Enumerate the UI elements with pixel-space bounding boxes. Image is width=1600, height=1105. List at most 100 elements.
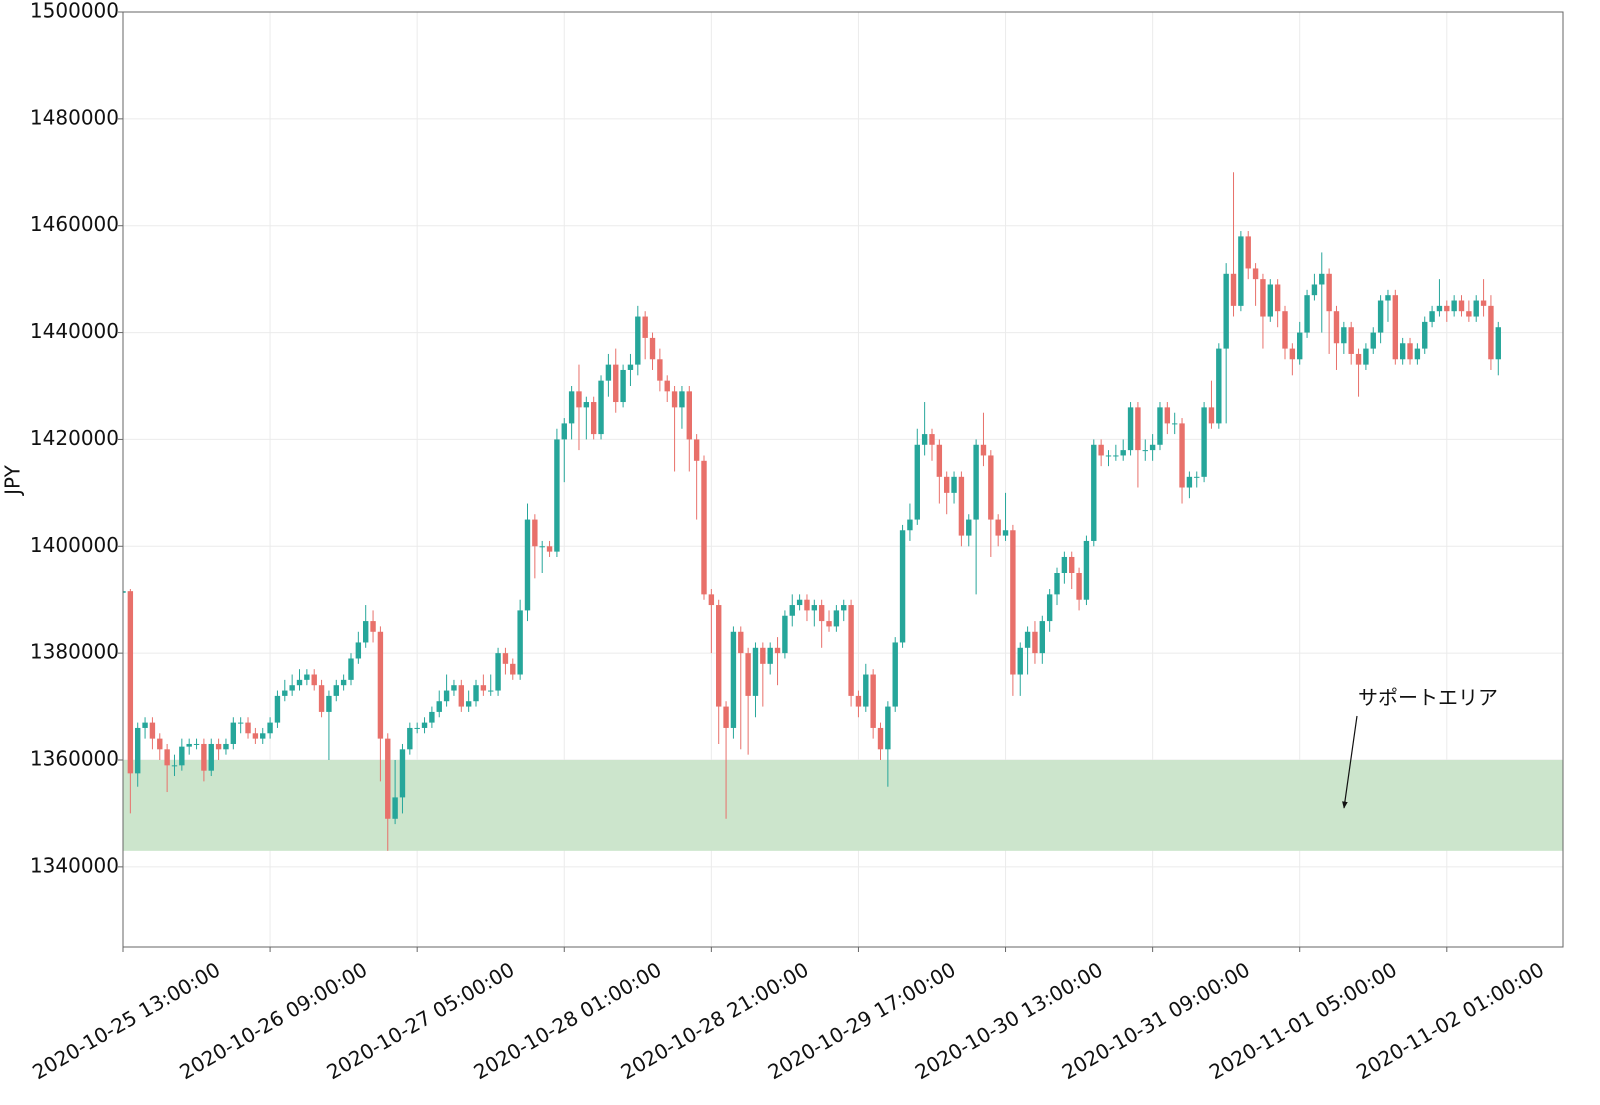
- annotation-arrow: [1342, 715, 1358, 809]
- candle-body: [995, 519, 1001, 536]
- candle-body: [796, 599, 803, 606]
- candle-body: [1385, 295, 1391, 301]
- candle-body: [1149, 444, 1156, 451]
- candle-body: [804, 599, 810, 611]
- y-tick-label: 1360000: [30, 747, 119, 771]
- candle-body: [164, 749, 170, 766]
- candle-body: [208, 743, 214, 771]
- candle-body: [385, 738, 391, 819]
- candle-body: [568, 391, 575, 424]
- candle-body: [539, 546, 545, 548]
- candle-body: [186, 743, 192, 747]
- candle-body: [1311, 284, 1318, 296]
- y-tick-label: 1500000: [30, 0, 119, 23]
- candle-body: [907, 519, 913, 531]
- candle-body: [1348, 327, 1354, 354]
- candle-body: [340, 679, 347, 686]
- candle-body: [723, 706, 729, 728]
- candle-body: [157, 738, 163, 750]
- candle-body: [289, 685, 295, 691]
- candle-body: [1171, 423, 1178, 425]
- candle-body: [760, 647, 766, 664]
- candle-body: [524, 519, 531, 611]
- candle-body: [576, 391, 582, 408]
- candle-body: [583, 402, 590, 408]
- candle-body: [392, 797, 398, 819]
- candle-body: [274, 695, 281, 723]
- candle-body: [1238, 236, 1244, 306]
- y-tick-label: 1460000: [30, 212, 119, 236]
- candle-body: [1473, 300, 1479, 317]
- candle-body: [1186, 476, 1193, 488]
- candle-body: [1061, 556, 1068, 573]
- candle-body: [826, 621, 832, 627]
- candle-body: [223, 743, 229, 750]
- y-tick-label: 1440000: [30, 319, 119, 343]
- candle-body: [1223, 273, 1229, 349]
- candle-body: [693, 439, 700, 461]
- candle-body: [260, 733, 266, 739]
- candle-body: [495, 653, 501, 691]
- candle-body: [627, 364, 634, 370]
- candle-body: [811, 605, 818, 611]
- candle-body: [620, 369, 626, 403]
- candle-body: [966, 519, 972, 536]
- candle-body: [613, 364, 619, 403]
- y-tick-label: 1400000: [30, 533, 119, 557]
- candle-body: [1451, 300, 1457, 312]
- y-tick-label: 1480000: [30, 105, 119, 129]
- candle-body: [774, 647, 781, 654]
- candle-body: [1355, 353, 1362, 365]
- y-axis-label: JPY: [1, 464, 25, 497]
- candle-body: [679, 391, 685, 408]
- candle-body: [355, 642, 362, 659]
- candle-body: [1120, 450, 1126, 456]
- candle-body: [304, 674, 310, 680]
- candle-body: [1274, 284, 1281, 312]
- candle-body: [465, 701, 472, 707]
- candle-body: [1377, 300, 1384, 333]
- candle-body: [892, 642, 898, 707]
- candle-body: [929, 434, 935, 445]
- candle-body: [921, 434, 928, 445]
- candle-body: [1341, 327, 1347, 344]
- candle-body: [1297, 332, 1303, 360]
- candle-body: [943, 476, 950, 493]
- candle-body: [958, 476, 965, 536]
- candle-body: [561, 423, 567, 440]
- candle-body: [936, 444, 943, 477]
- candle-body: [752, 647, 759, 696]
- candle-body: [1142, 450, 1148, 452]
- candle-body: [135, 727, 141, 774]
- candle-body: [1098, 444, 1104, 456]
- candle-body: [1429, 311, 1435, 322]
- candle-body: [429, 711, 435, 723]
- candle-body: [517, 610, 523, 675]
- candle-body: [914, 444, 920, 520]
- candle-body: [605, 364, 612, 381]
- candle-body: [193, 743, 200, 745]
- candle-body: [1208, 407, 1215, 424]
- candle-body: [473, 685, 479, 702]
- candle-body: [1370, 332, 1376, 349]
- candle-body: [863, 674, 869, 707]
- candle-body: [1488, 305, 1494, 360]
- candle-body: [1245, 236, 1251, 269]
- candle-body: [1032, 631, 1038, 654]
- candle-body: [716, 605, 722, 707]
- candle-body: [171, 765, 178, 767]
- y-tick-label: 1380000: [30, 640, 119, 664]
- candle-body: [1282, 311, 1288, 349]
- candle-body: [1164, 407, 1171, 424]
- candle-body: [649, 337, 656, 360]
- candle-layer: [123, 172, 1501, 851]
- annotation: サポートエリア: [1358, 686, 1498, 710]
- candle-body: [532, 519, 538, 547]
- candle-body: [833, 610, 840, 627]
- candle-body: [510, 663, 516, 675]
- candle-body: [333, 685, 339, 696]
- candle-body: [899, 530, 906, 643]
- candle-body: [142, 722, 148, 728]
- candle-body: [282, 690, 288, 696]
